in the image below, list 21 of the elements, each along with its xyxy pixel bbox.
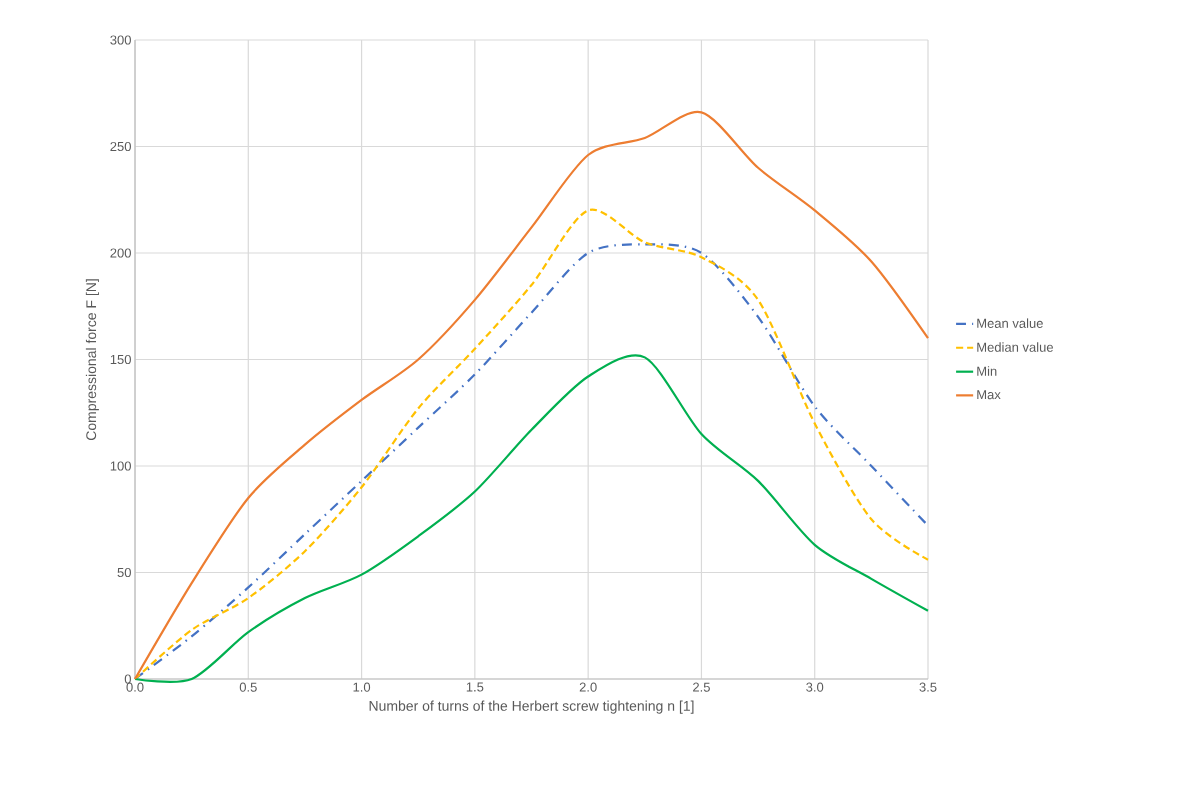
- legend-label: Max: [977, 390, 1001, 400]
- y-tick-label: 200: [110, 248, 131, 258]
- x-tick-label: 2.0: [579, 682, 597, 692]
- legend-label: Median value: [977, 342, 1053, 352]
- y-axis-title: Compressional force F [N]: [85, 279, 99, 441]
- y-tick-label: 50: [117, 567, 131, 578]
- x-tick-label: 0.0: [126, 682, 144, 692]
- legend-label: Min: [977, 366, 997, 376]
- y-tick-label: 150: [110, 354, 131, 365]
- y-tick-label: 0: [124, 674, 131, 684]
- legend-label: Mean value: [977, 318, 1043, 328]
- x-axis-title: Number of turns of the Herbert screw tightening n [1]: [369, 700, 694, 714]
- x-tick-label: 0.5: [239, 682, 257, 692]
- y-tick-label: 100: [110, 461, 131, 471]
- x-tick-label: 3.0: [806, 682, 824, 692]
- x-tick-label: 1.0: [353, 682, 371, 692]
- x-tick-label: 3.5: [919, 682, 937, 692]
- y-tick-label: 300: [110, 35, 131, 45]
- y-tick-label: 250: [110, 141, 131, 152]
- x-tick-label: 2.5: [693, 682, 710, 692]
- x-tick-label: 1.5: [466, 682, 484, 692]
